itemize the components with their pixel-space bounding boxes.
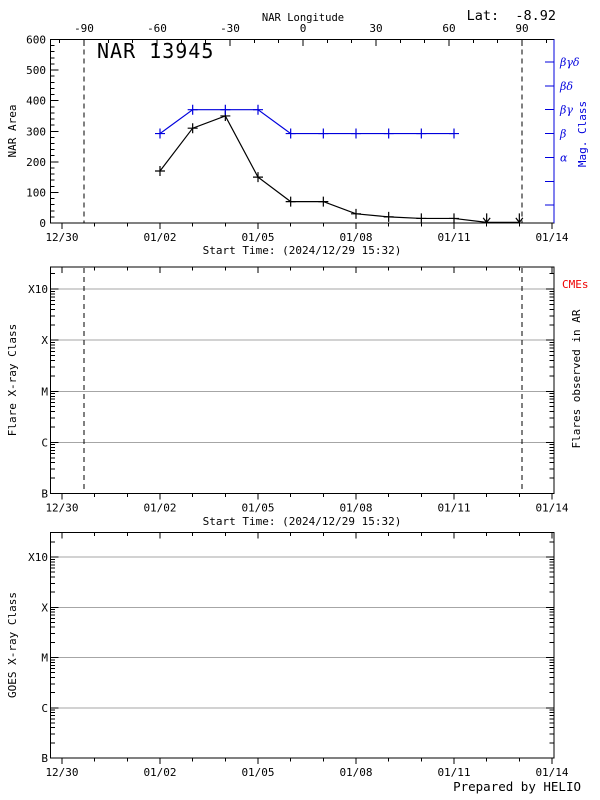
nar-area-point xyxy=(416,213,427,224)
x-tick-label: 01/02 xyxy=(143,502,176,515)
mag-class-point xyxy=(351,128,362,139)
longitude-tick-label: 90 xyxy=(515,22,528,35)
mag-class-line xyxy=(159,109,455,135)
x-tick-label: 01/08 xyxy=(339,231,372,244)
x-tick-label: 01/05 xyxy=(241,502,274,515)
latitude-label: Lat: -8.92 xyxy=(467,8,556,24)
mag-class-point xyxy=(383,128,394,139)
x-tick-label: 01/05 xyxy=(241,766,274,779)
x-tick-label: 12/30 xyxy=(45,766,78,779)
x-tick-label: 01/11 xyxy=(437,766,470,779)
page-title: NAR 13945 xyxy=(97,39,214,63)
x-tick-label: 12/30 xyxy=(45,502,78,515)
y-tick-label: X10 xyxy=(28,283,48,296)
x-tick-label: 01/14 xyxy=(535,231,568,244)
x-tick-label: 01/11 xyxy=(437,231,470,244)
below-range-arrow xyxy=(515,213,524,224)
y-tick-label: 200 xyxy=(26,156,46,169)
nar-area-point xyxy=(253,172,264,183)
right-axis-label-mag-class: Mag. Class xyxy=(576,101,589,167)
mag-class-point xyxy=(187,104,198,115)
y-tick-label: 600 xyxy=(26,34,46,47)
mag-class-point xyxy=(253,104,264,115)
longitude-tick-label: -30 xyxy=(220,22,240,35)
nar-area-point xyxy=(383,211,394,222)
y-tick-label: B xyxy=(41,752,48,765)
x-tick-label: 01/02 xyxy=(143,231,176,244)
y-tick-label: C xyxy=(41,436,48,449)
mag-class-point xyxy=(155,128,166,139)
x-tick-label: 01/14 xyxy=(535,502,568,515)
x-tick-label: 01/11 xyxy=(437,502,470,515)
y-tick-label: B xyxy=(41,488,48,501)
mag-class-point xyxy=(285,128,296,139)
mag-class-point xyxy=(449,128,460,139)
y-tick-label: X xyxy=(41,601,48,614)
top-axis-title: NAR Longitude xyxy=(262,12,344,24)
nar-area-point xyxy=(449,213,460,224)
x-tick-label: 01/02 xyxy=(143,766,176,779)
mag-class-tick-label: α xyxy=(560,151,568,164)
x-tick-label: 12/30 xyxy=(45,231,78,244)
prepared-by-label: Prepared by HELIO xyxy=(453,779,581,794)
x-tick-label: 01/08 xyxy=(339,766,372,779)
longitude-tick-label: -90 xyxy=(74,22,94,35)
y-tick-label: M xyxy=(41,385,48,398)
y-axis-label-nar-area: NAR Area xyxy=(6,105,19,158)
nar-area-line xyxy=(159,115,520,223)
mag-class-point xyxy=(318,128,329,139)
mag-class-point xyxy=(416,128,427,139)
nar-area-point xyxy=(187,123,198,134)
xray-panel-frame xyxy=(50,266,555,494)
y-tick-label: M xyxy=(41,652,48,665)
longitude-tick-label: 30 xyxy=(369,22,382,35)
panel1-frame xyxy=(50,39,555,224)
mag-class-tick-label: βδ xyxy=(559,80,573,93)
nar-area-point xyxy=(155,166,166,177)
y-tick-label: X xyxy=(41,334,48,347)
longitude-tick-label: -60 xyxy=(147,22,167,35)
mag-class-tick-label: β xyxy=(559,128,566,141)
y-tick-label: X10 xyxy=(28,551,48,564)
y-tick-label: 500 xyxy=(26,64,46,77)
y-axis-label-flare: Flare X-ray Class xyxy=(6,324,19,437)
nar-area-point xyxy=(318,196,329,207)
cmes-label: CMEs xyxy=(562,278,589,291)
longitude-tick-label: 60 xyxy=(442,22,455,35)
y-axis-label-goes: GOES X-ray Class xyxy=(6,592,19,698)
y-tick-label: 400 xyxy=(26,95,46,108)
y-tick-label: 100 xyxy=(26,186,46,199)
x-tick-label: 01/08 xyxy=(339,502,372,515)
x-tick-label: 01/14 xyxy=(535,766,568,779)
xray-panel-frame xyxy=(50,532,555,759)
mag-class-tick-label: βγδ xyxy=(559,56,580,69)
mag-class-point xyxy=(220,104,231,115)
nar-area-point xyxy=(285,196,296,207)
right-axis-label-flares-observed: Flares observed in AR xyxy=(570,309,583,448)
x-tick-label: 01/05 xyxy=(241,231,274,244)
y-tick-label: 0 xyxy=(39,217,46,230)
x-axis-title-panel2: Start Time: (2024/12/29 15:32) xyxy=(203,515,402,528)
below-range-arrow xyxy=(482,213,491,224)
y-tick-label: C xyxy=(41,702,48,715)
longitude-tick-label: 0 xyxy=(300,22,307,35)
x-axis-title-panel1: Start Time: (2024/12/29 15:32) xyxy=(203,244,402,257)
y-tick-label: 300 xyxy=(26,125,46,138)
mag-class-tick-label: βγ xyxy=(559,104,573,117)
nar-area-point xyxy=(351,208,362,219)
